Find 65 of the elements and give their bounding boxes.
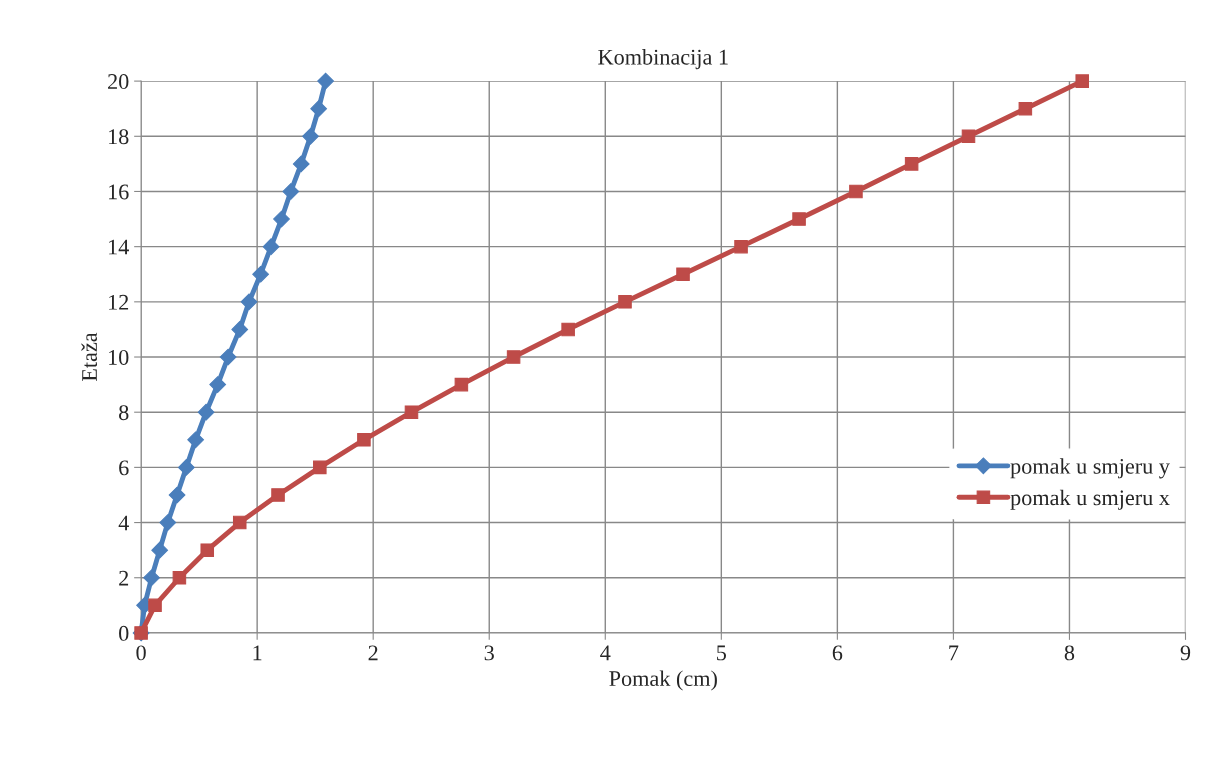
point [240,293,258,311]
y-tick-label: 2 [119,570,129,586]
point [676,267,690,282]
point [734,239,748,254]
x-axis-title: Pomak (cm) [609,670,717,691]
point [618,295,632,309]
point [357,433,371,447]
x-tick-label: 8 [1064,645,1075,661]
point [209,376,227,393]
point [310,100,328,118]
x-tick-label: 6 [832,645,843,661]
point [197,403,215,421]
point [454,377,469,392]
point [292,155,310,173]
point [302,127,319,145]
y-tick-label: 14 [109,239,129,255]
point [252,265,269,283]
y-tick-label: 16 [109,184,129,200]
x-tick-label: 0 [136,645,146,661]
chart-title: Kombinacija 1 [598,49,728,70]
point [273,210,290,228]
y-tick-label: 10 [109,349,129,365]
point [168,486,186,504]
point [849,184,863,199]
legend-label: pomak u smjeru y [1010,458,1170,479]
point [151,541,169,559]
y-tick-label: 8 [119,405,129,421]
point [159,514,177,531]
point [282,183,300,200]
y-tick-label: 12 [109,294,129,310]
x-tick-label: 3 [484,645,494,661]
point [172,570,187,585]
x-tick-label: 2 [368,645,378,661]
x-tick-label: 4 [600,645,611,661]
x-tick-label: 9 [1180,645,1191,661]
point [904,157,919,171]
point [232,515,247,530]
point [1075,74,1089,88]
point [187,431,205,449]
point [148,598,162,613]
point [313,460,327,475]
point [231,321,249,338]
x-tick-label: 5 [717,645,727,661]
point [317,72,334,90]
y-tick-label: 20 [108,74,129,90]
point [961,129,976,144]
legend-label: pomak u smjeru x [1010,489,1170,510]
point [219,348,237,366]
point [1018,101,1033,116]
y-tick-label: 6 [119,460,129,476]
y-axis-title: Etaža [81,332,97,382]
point [561,322,575,337]
point [200,543,215,557]
y-tick-label: 0 [119,625,129,641]
x-tick-label: 7 [949,645,959,661]
y-tick-label: 4 [118,515,129,531]
y-tick-label: 18 [109,129,129,145]
point [792,212,806,226]
point [262,238,280,256]
point [506,350,521,364]
point [271,488,285,502]
point [143,569,160,587]
point [177,459,195,476]
x-tick-label: 1 [253,645,262,661]
point [404,405,419,419]
